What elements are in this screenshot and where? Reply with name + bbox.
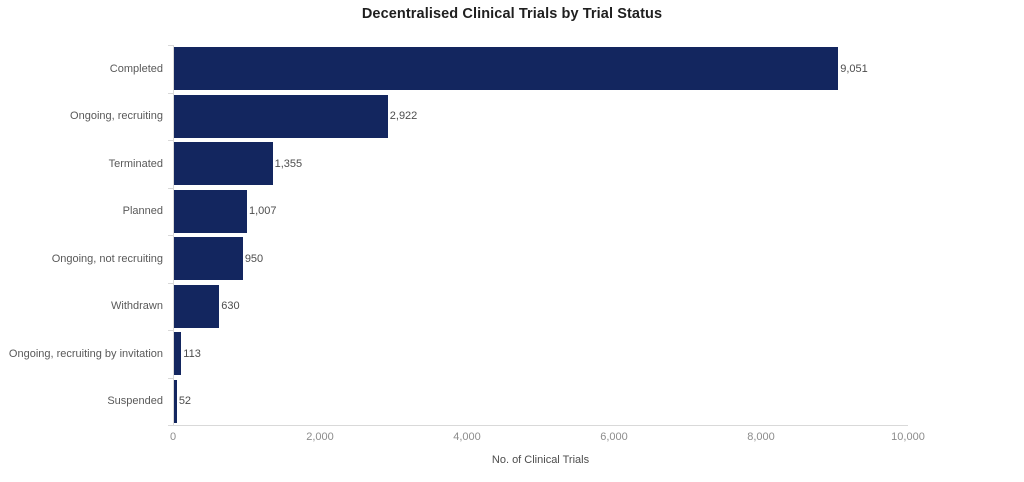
bar-value-label: 2,922 bbox=[389, 110, 418, 123]
x-tick-label: 10,000 bbox=[891, 431, 925, 443]
bar bbox=[173, 189, 247, 233]
y-axis-tick bbox=[168, 45, 173, 46]
category-label: Terminated bbox=[108, 157, 163, 170]
bar-value-label: 630 bbox=[221, 300, 240, 313]
bar-value-label: 52 bbox=[178, 395, 192, 408]
bar-track: 2,922 bbox=[173, 93, 908, 141]
bar-row: Withdrawn 630 bbox=[0, 283, 908, 331]
bar-row: Ongoing, recruiting by invitation 113 bbox=[0, 330, 908, 378]
x-tick-label: 2,000 bbox=[306, 431, 334, 443]
bar-row: Planned 1,007 bbox=[0, 188, 908, 236]
bar bbox=[173, 94, 388, 138]
bar bbox=[173, 332, 182, 376]
y-axis-line bbox=[173, 45, 174, 425]
y-axis-tick bbox=[168, 330, 173, 331]
chart-title: Decentralised Clinical Trials by Trial S… bbox=[361, 6, 663, 22]
plot-area: Completed 9,051 Ongoing, recruiting 2,922 Te… bbox=[0, 45, 908, 425]
bar bbox=[173, 237, 243, 281]
x-tick-label: 4,000 bbox=[453, 431, 481, 443]
category-label: Planned bbox=[122, 205, 163, 218]
bar bbox=[173, 379, 177, 423]
bar-row: Completed 9,051 bbox=[0, 45, 908, 93]
category-label: Suspended bbox=[107, 395, 163, 408]
x-axis-title: No. of Clinical Trials bbox=[491, 454, 590, 466]
category-label: Withdrawn bbox=[111, 300, 163, 313]
bar-row: Ongoing, not recruiting 950 bbox=[0, 235, 908, 283]
bar-value-label: 113 bbox=[183, 347, 201, 360]
bar bbox=[173, 284, 220, 328]
bar bbox=[173, 142, 273, 186]
bar-value-label: 9,051 bbox=[840, 62, 868, 75]
x-axis-line bbox=[173, 425, 908, 426]
bar-track: 1,355 bbox=[173, 140, 908, 188]
y-axis-tick bbox=[168, 425, 173, 426]
bar-track: 1,007 bbox=[173, 188, 908, 236]
y-axis-tick bbox=[168, 92, 173, 94]
bar-value-label: 1,355 bbox=[274, 157, 303, 170]
bar-value-label: 1,007 bbox=[249, 205, 277, 218]
bar-row: Ongoing, recruiting 2,922 bbox=[0, 93, 908, 141]
bar-row: Terminated 1,355 bbox=[0, 140, 908, 188]
category-label: Ongoing, not recruiting bbox=[51, 252, 163, 265]
bar-track: 52 bbox=[173, 378, 908, 426]
category-label: Ongoing, recruiting bbox=[70, 110, 163, 123]
category-label: Ongoing, recruiting by invitation bbox=[8, 347, 163, 360]
category-label: Completed bbox=[109, 62, 163, 75]
y-axis-tick bbox=[168, 187, 173, 189]
x-tick-label: 8,000 bbox=[747, 431, 775, 443]
bar-track: 9,051 bbox=[173, 45, 908, 93]
bar-track: 630 bbox=[173, 283, 908, 331]
bar-track: 113 bbox=[173, 330, 908, 378]
y-axis-tick bbox=[168, 140, 173, 141]
y-axis-tick bbox=[168, 235, 173, 236]
bar-row: Suspended 52 bbox=[0, 378, 908, 426]
bar bbox=[173, 47, 839, 91]
y-axis-tick bbox=[168, 377, 173, 379]
x-tick-label: 0 bbox=[169, 431, 177, 443]
bar-track: 950 bbox=[173, 235, 908, 283]
x-tick-label: 6,000 bbox=[600, 431, 628, 443]
y-axis-tick bbox=[168, 282, 173, 284]
bar-value-label: 950 bbox=[244, 252, 264, 265]
